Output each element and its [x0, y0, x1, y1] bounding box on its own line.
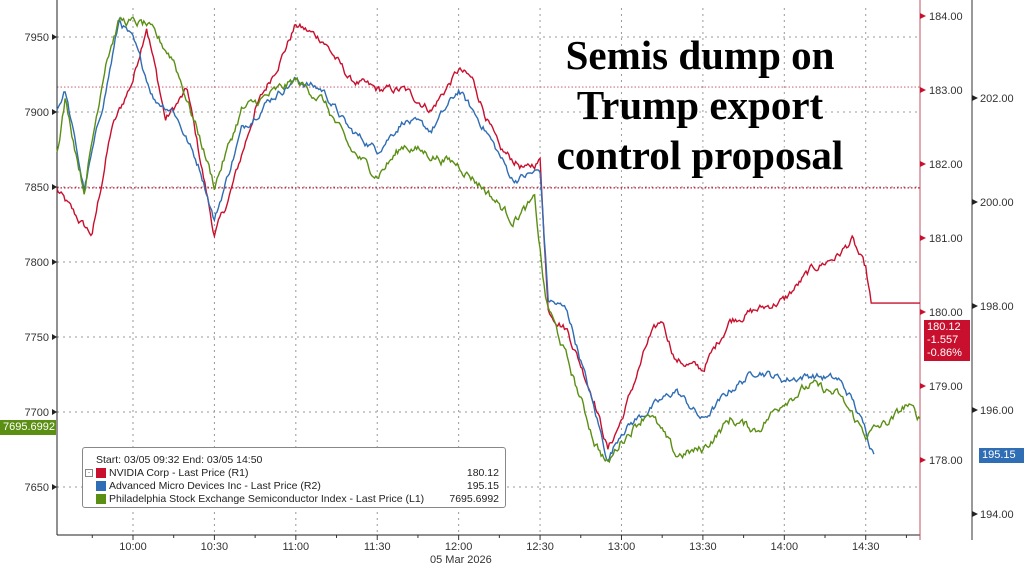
- series-lines: [56, 16, 921, 464]
- series-line-amd: [56, 16, 875, 463]
- legend: - Start: 03/05 09:32 End: 03/05 14:50 NV…: [82, 447, 506, 508]
- legend-label: Philadelphia Stock Exchange Semiconducto…: [109, 492, 425, 505]
- title-line: control proposal: [556, 132, 844, 178]
- legend-header: Start: 03/05 09:32 End: 03/05 14:50: [96, 453, 499, 466]
- r1-tick-label: 184.00: [929, 11, 963, 23]
- nvda-pct: -0.86%: [927, 347, 962, 359]
- nvda-change: -1.557: [927, 334, 959, 346]
- left-tick: [52, 259, 57, 265]
- reference-lines: [57, 86, 920, 189]
- r2-tick: [972, 199, 978, 205]
- r2-tick: [972, 95, 978, 101]
- x-tick-label: 10:00: [119, 541, 147, 553]
- r1-tick: [920, 457, 926, 463]
- legend-item-nvda[interactable]: NVIDIA Corp - Last Price (R1) 180.12: [96, 466, 499, 479]
- r1-tick-label: 182.00: [929, 159, 963, 171]
- r1-tick-label: 180.00: [929, 307, 963, 319]
- left-tick-label: 7900: [25, 107, 49, 119]
- r1-tick: [920, 87, 926, 93]
- r2-tick-label: 196.00: [980, 405, 1014, 417]
- r1-tick: [920, 161, 926, 167]
- legend-expand-icon[interactable]: -: [85, 469, 93, 477]
- r1-tick: [920, 383, 926, 389]
- r2-tick-label: 198.00: [980, 301, 1014, 313]
- r2-tick-label: 200.00: [980, 197, 1014, 209]
- legend-label: Advanced Micro Devices Inc - Last Price …: [109, 479, 321, 492]
- legend-item-amd[interactable]: Advanced Micro Devices Inc - Last Price …: [96, 479, 499, 492]
- left-tick-label: 7750: [25, 332, 49, 344]
- legend-swatch: [96, 480, 106, 491]
- left-tick: [52, 484, 57, 490]
- r2-tick: [972, 511, 978, 517]
- left-tick: [52, 334, 57, 340]
- x-tick-label: 11:30: [364, 541, 391, 553]
- x-tick-label: 13:00: [608, 541, 636, 553]
- legend-label: NVIDIA Corp - Last Price (R1): [109, 466, 249, 479]
- nvda-last: 180.12: [927, 321, 961, 333]
- legend-swatch: [96, 467, 106, 478]
- legend-range: Start: 03/05 09:32 End: 03/05 14:50: [96, 453, 263, 466]
- sox-last-price-tag: 7695.6992: [0, 420, 56, 435]
- left-tick-label: 7850: [25, 182, 49, 194]
- x-tick-label: 10:30: [201, 541, 229, 553]
- axes: 10:00 10:30 11:00 11:30 12:00 12:30 13:00 13:30…: [25, 0, 1014, 553]
- r1-tick-label: 181.00: [929, 233, 963, 245]
- left-tick: [52, 409, 57, 415]
- x-tick-label: 12:30: [526, 541, 554, 553]
- r1-tick-label: 179.00: [929, 381, 963, 393]
- r1-tick: [920, 235, 926, 241]
- left-tick-label: 7700: [25, 407, 49, 419]
- amd-last-price-tag: 195.15: [979, 448, 1024, 463]
- r1-tick: [920, 309, 926, 315]
- left-tick: [52, 34, 57, 40]
- r2-tick: [972, 303, 978, 309]
- x-tick-label: 11:00: [282, 541, 309, 553]
- title-line: Semis dump on: [565, 32, 835, 78]
- r1-tick: [920, 13, 926, 19]
- x-tick-label: 13:30: [689, 541, 717, 553]
- nvda-last-price-tag: 180.12 -1.557 -0.86%: [924, 320, 970, 361]
- x-tick-label: 12:00: [445, 541, 473, 553]
- left-tick-label: 7950: [25, 32, 49, 44]
- r2-tick-label: 194.00: [980, 509, 1014, 521]
- chart-title: Semis dump on Trump export control propo…: [520, 30, 880, 180]
- legend-value: 195.15: [466, 479, 499, 492]
- series-line-sox: [56, 16, 921, 464]
- legend-value: 180.12: [466, 466, 499, 479]
- date-label: 05 Mar 2026: [430, 554, 492, 566]
- x-tick-label: 14:30: [852, 541, 880, 553]
- legend-value: 7695.6992: [449, 492, 499, 505]
- legend-item-sox[interactable]: Philadelphia Stock Exchange Semiconducto…: [96, 492, 499, 505]
- title-line: Trump export: [576, 82, 824, 128]
- left-tick: [52, 184, 57, 190]
- r2-tick-label: 202.00: [980, 93, 1014, 105]
- r1-tick-label: 183.00: [929, 85, 963, 97]
- left-tick-label: 7800: [25, 257, 49, 269]
- r2-tick: [972, 407, 978, 413]
- left-tick-label: 7650: [25, 482, 49, 494]
- left-tick: [52, 109, 57, 115]
- legend-swatch: [96, 493, 106, 504]
- r1-tick-label: 178.00: [929, 455, 963, 467]
- x-tick-label: 14:00: [771, 541, 799, 553]
- series-line-nvda: [56, 22, 920, 450]
